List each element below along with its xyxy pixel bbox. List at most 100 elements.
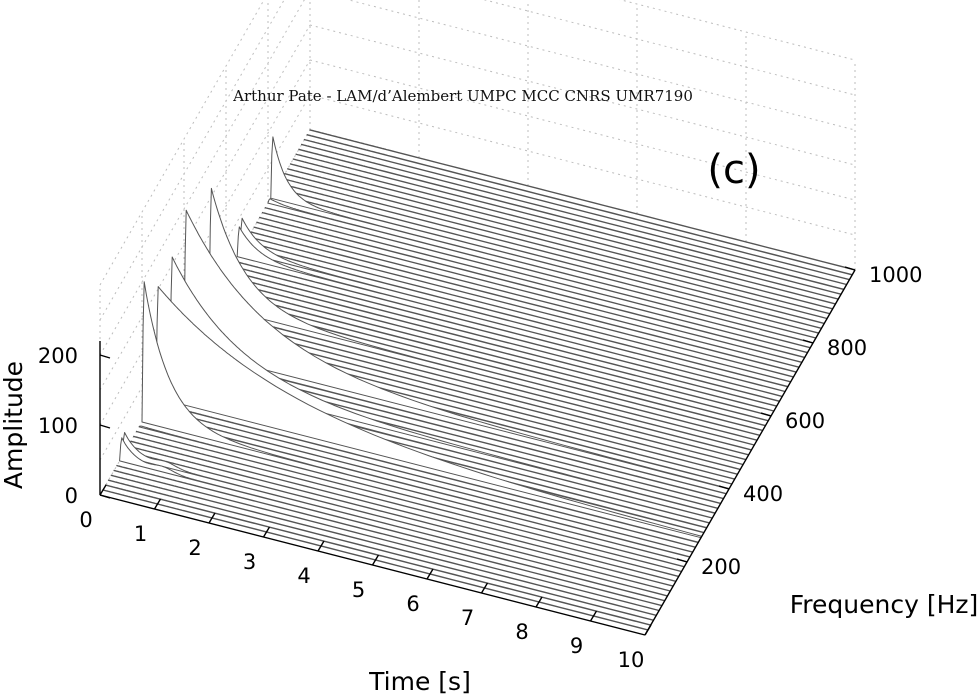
grid-line-side-h3	[99, 24, 311, 391]
time-tick-label-6: 6	[406, 592, 419, 616]
frequency-slice-55	[253, 226, 800, 368]
time-tick-1	[153, 498, 162, 510]
time-tick-5	[371, 554, 380, 566]
frequency-slice-5	[113, 469, 660, 612]
frequency-slice-12	[133, 435, 680, 578]
frequency-tick-label-0: 200	[701, 555, 741, 579]
frequency-slice-49	[236, 226, 783, 398]
frequency-tick-label-4: 1000	[869, 263, 922, 287]
frequency-tick-3	[802, 339, 814, 344]
time-tick-3	[262, 526, 271, 538]
time-tick-0	[99, 484, 107, 496]
grid-line-back-h3	[309, 24, 856, 166]
frequency-slice-13	[135, 430, 682, 573]
frequency-slice-75	[309, 129, 856, 271]
frequency-slice-14	[138, 425, 685, 568]
frequency-slice-30	[183, 209, 730, 490]
axes: 0 1 2 3 4 5 6 7 8 9 10 200 400 600 800 1000 0 100 200	[38, 263, 923, 672]
amplitude-tick-label-0: 0	[65, 484, 78, 508]
frequency-slice-7	[119, 437, 666, 602]
frequency-slice-11	[130, 440, 677, 582]
grid-line-back-h5	[483, 0, 856, 96]
time-tick-label-2: 2	[188, 536, 201, 560]
grid-line-back-h1	[309, 94, 856, 236]
z-axis-label: Amplitude	[0, 361, 28, 489]
frequency-tick-label-3: 800	[827, 336, 867, 360]
frequency-slice-50	[239, 217, 786, 393]
time-tick-4	[317, 540, 325, 552]
grid-line-side-h6	[99, 0, 265, 286]
frequency-tick-2	[760, 412, 772, 417]
frequency-slice-73	[303, 138, 850, 281]
frequency-slice-56	[256, 221, 803, 363]
time-tick-label-8: 8	[515, 620, 528, 644]
grid-line-back-h2	[309, 59, 856, 201]
y-axis-label: Frequency [Hz]	[790, 590, 979, 619]
time-tick-2	[208, 512, 216, 524]
frequency-slice-15	[141, 281, 688, 563]
frequency-slice-4	[110, 474, 657, 616]
frequency-slice-6	[116, 464, 663, 607]
frequency-slice-20	[155, 286, 702, 539]
grid-line-side-h2	[99, 59, 311, 426]
frequency-slice-9	[124, 450, 671, 592]
grid-line-back-h4	[346, 0, 856, 131]
frequency-slice-48	[233, 260, 780, 402]
time-tick-label-9: 9	[570, 634, 583, 658]
frequency-slice-74	[306, 134, 853, 276]
frequency-slice-3	[107, 479, 654, 621]
time-tick-9	[589, 610, 598, 622]
time-tick-label-4: 4	[297, 564, 310, 588]
frequency-tick-1	[718, 485, 730, 490]
x-axis-label: Time [s]	[368, 667, 471, 696]
frequency-slice-71	[298, 148, 845, 291]
frequency-slice-52	[245, 241, 792, 383]
frequency-slice-17	[147, 411, 694, 553]
frequency-slice-69	[292, 158, 839, 300]
frequency-slice-47	[231, 265, 778, 407]
frequency-slice-66	[284, 173, 831, 315]
frequency-slice-46	[228, 270, 775, 412]
frequency-slice-70	[295, 153, 842, 295]
time-tick-label-1: 1	[134, 522, 147, 546]
frequency-tick-label-2: 600	[785, 409, 825, 433]
frequency-tick-label-1: 400	[743, 482, 783, 506]
grid-line-back-h6	[619, 0, 856, 61]
time-tick-label-7: 7	[461, 606, 474, 630]
frequency-slice-62	[273, 192, 820, 334]
frequency-slice-65	[281, 177, 828, 320]
frequency-slices	[102, 129, 856, 631]
time-tick-8	[535, 596, 543, 608]
frequency-slice-8	[121, 432, 668, 597]
frequency-slice-25	[169, 256, 716, 514]
amplitude-tick-0	[99, 494, 111, 499]
frequency-slice-10	[127, 445, 674, 587]
frequency-slice-64	[278, 182, 825, 325]
frequency-slice-60	[267, 198, 814, 344]
amplitude-tick-label-1: 100	[38, 414, 78, 438]
time-tick-label-3: 3	[243, 550, 256, 574]
time-tick-6	[426, 568, 434, 580]
time-tick-label-10: 10	[618, 648, 645, 672]
grid-line-side-h4	[99, 0, 305, 356]
frequency-slice-57	[259, 216, 806, 359]
panel-label: (c)	[707, 147, 760, 193]
frequency-slice-61	[270, 136, 817, 339]
frequency-slice-53	[247, 236, 794, 378]
frequency-slice-58	[261, 211, 808, 354]
frequency-slice-54	[250, 231, 797, 373]
amplitude-tick-label-2: 200	[38, 344, 78, 368]
grid-line-side-h5	[99, 0, 285, 321]
amplitude-tick-2	[99, 354, 111, 359]
frequency-slice-18	[149, 406, 696, 548]
frequency-slice-19	[152, 401, 699, 544]
time-tick-label-5: 5	[352, 578, 365, 602]
frequency-slice-63	[275, 187, 822, 329]
frequency-slice-67	[287, 168, 834, 310]
frequency-slice-59	[264, 207, 811, 349]
frequency-tick-4	[844, 266, 856, 271]
frequency-slice-39	[208, 187, 755, 446]
frequency-slice-68	[289, 163, 836, 305]
